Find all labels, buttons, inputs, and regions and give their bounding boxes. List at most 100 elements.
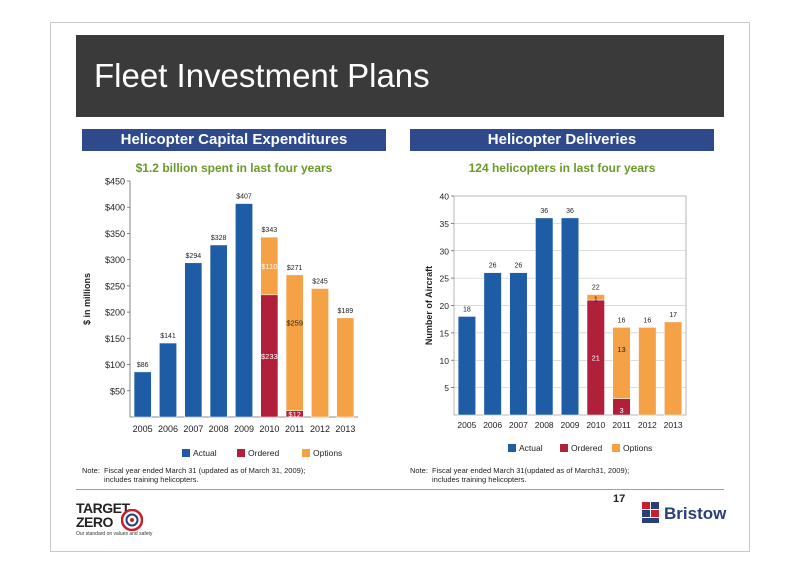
capex-bar-actual-2005 <box>133 371 152 418</box>
deliveries-y-tick-label: 10 <box>440 356 450 366</box>
target-icon <box>121 509 143 531</box>
capex-total-label-2011: $271 <box>287 265 303 272</box>
capex-note-line1: Fiscal year ended March 31 (updated as o… <box>104 466 306 475</box>
capex-bar-actual-2008 <box>209 244 228 418</box>
capex-x-tick-label-2013: 2013 <box>335 424 355 434</box>
deliveries-panel-header: Helicopter Deliveries <box>410 129 714 151</box>
deliveries-y-tick-label: 5 <box>444 383 449 393</box>
capex-bar-options-2012 <box>311 288 329 418</box>
target-zero-tagline: Our standard on values and safety <box>76 531 153 537</box>
deliveries-segment-label: 13 <box>617 345 625 354</box>
target-zero-line1: TARGET <box>76 500 130 516</box>
capex-segment-label: $12 <box>288 410 301 419</box>
footer-divider <box>76 489 724 490</box>
deliveries-bar-actual-2009 <box>560 217 580 416</box>
capex-legend-swatch-options <box>302 449 310 457</box>
capex-x-tick-label-2009: 2009 <box>234 424 254 434</box>
deliveries-legend-label-options: Options <box>623 443 652 453</box>
deliveries-segment-label: 1 <box>594 294 598 303</box>
capex-y-tick-label: $150 <box>105 334 125 344</box>
deliveries-y-tick-label: 20 <box>440 301 450 311</box>
deliveries-total-label-2013: 17 <box>669 312 677 319</box>
capex-panel-header: Helicopter Capital Expenditures <box>82 129 386 151</box>
deliveries-total-label-2006: 26 <box>489 263 497 270</box>
capex-legend-swatch-actual <box>182 449 190 457</box>
capex-subtitle: $1.2 billion spent in last four years <box>135 161 333 175</box>
deliveries-x-tick-label-2011: 2011 <box>612 420 631 430</box>
title-bar: Fleet Investment Plans <box>76 35 724 117</box>
target-zero-logo: TARGET ZERO Our standard on values and s… <box>76 500 176 540</box>
deliveries-segment-label: 21 <box>592 354 600 363</box>
deliveries-chart: 5 10 15 20 25 30 35 40 Number of Aircraft 18 2005 2… <box>424 192 687 453</box>
capex-total-label-2013: $189 <box>338 308 354 315</box>
target-zero-line2: ZERO <box>76 514 113 530</box>
capex-bar-actual-2009 <box>235 203 253 418</box>
capex-chart: $50 $100 $150 $200 $250 $300 $350 $400 $450 $ in … <box>82 177 358 458</box>
deliveries-total-label-2011: 16 <box>618 317 626 324</box>
capex-y-tick-label: $250 <box>105 281 125 291</box>
deliveries-x-tick-label-2008: 2008 <box>535 420 554 430</box>
page-title: Fleet Investment Plans <box>94 57 430 94</box>
capex-x-tick-label-2006: 2006 <box>158 424 178 434</box>
capex-total-label-2007: $294 <box>186 253 202 260</box>
deliveries-y-tick-label: 40 <box>440 192 450 202</box>
bristow-logo-text: Bristow <box>664 504 727 523</box>
deliveries-x-tick-label-2009: 2009 <box>561 420 580 430</box>
deliveries-note: Note: Fiscal year ended March 31(updated… <box>410 466 720 486</box>
deliveries-bar-actual-2005 <box>457 316 476 416</box>
bristow-flag-icon <box>642 502 659 523</box>
deliveries-total-label-2007: 26 <box>515 263 523 270</box>
capex-x-tick-label-2010: 2010 <box>259 424 279 434</box>
deliveries-note-line1: Fiscal year ended March 31(updated as of… <box>432 466 630 475</box>
capex-bar-actual-2006 <box>159 342 177 418</box>
deliveries-total-label-2009: 36 <box>566 208 574 215</box>
deliveries-total-label-2012: 16 <box>643 317 651 324</box>
capex-y-tick-label: $300 <box>105 255 125 265</box>
deliveries-bar-actual-2007 <box>509 272 528 416</box>
deliveries-bar-actual-2006 <box>483 272 502 416</box>
capex-y-tick-label: $100 <box>105 360 125 370</box>
deliveries-note-line2: includes training helicopters. <box>432 475 527 484</box>
capex-total-label-2009: $407 <box>236 194 252 201</box>
deliveries-bar-options-2011 <box>612 327 631 399</box>
deliveries-x-tick-label-2007: 2007 <box>509 420 528 430</box>
deliveries-legend-label-ordered: Ordered <box>571 443 602 453</box>
capex-segment-label: $110 <box>261 262 277 271</box>
capex-total-label-2005: $86 <box>137 362 149 369</box>
deliveries-x-tick-label-2010: 2010 <box>586 420 605 430</box>
capex-y-tick-label: $450 <box>105 177 125 187</box>
capex-y-tick-label: $350 <box>105 229 125 239</box>
capex-y-tick-label: $400 <box>105 203 125 213</box>
capex-bar-actual-2007 <box>184 262 203 418</box>
capex-note-line2: includes training helicopters. <box>104 475 199 484</box>
deliveries-legend-swatch-actual <box>508 444 516 452</box>
deliveries-y-tick-label: 30 <box>440 246 450 256</box>
deliveries-bar-options-2012 <box>638 327 657 416</box>
capex-legend-label-actual: Actual <box>193 448 217 458</box>
deliveries-x-tick-label-2013: 2013 <box>664 420 683 430</box>
deliveries-x-tick-label-2005: 2005 <box>457 420 476 430</box>
deliveries-y-axis-label: Number of Aircraft <box>424 266 434 345</box>
capex-x-tick-label-2008: 2008 <box>209 424 229 434</box>
deliveries-total-label-2010: 22 <box>592 285 600 292</box>
capex-legend-label-ordered: Ordered <box>248 448 279 458</box>
deliveries-note-label: Note: <box>410 466 428 475</box>
deliveries-total-label-2008: 36 <box>540 208 548 215</box>
deliveries-total-label-2005: 18 <box>463 306 471 313</box>
capex-total-label-2006: $141 <box>160 333 176 340</box>
deliveries-bar-options-2013 <box>664 321 683 416</box>
capex-total-label-2012: $245 <box>312 279 328 286</box>
deliveries-legend-swatch-options <box>612 444 620 452</box>
capex-bar-options-2013 <box>336 317 355 418</box>
capex-total-label-2010: $343 <box>262 227 278 234</box>
page-number: 17 <box>613 493 626 505</box>
capex-note-label: Note: <box>82 466 100 475</box>
capex-y-tick-label: $50 <box>110 386 125 396</box>
deliveries-bar-actual-2008 <box>535 217 554 416</box>
capex-legend-swatch-ordered <box>237 449 245 457</box>
capex-legend-label-options: Options <box>313 448 342 458</box>
capex-y-tick-label: $200 <box>105 308 125 318</box>
deliveries-y-tick-label: 35 <box>440 219 450 229</box>
capex-x-tick-label-2005: 2005 <box>133 424 153 434</box>
deliveries-bar-options-2010 <box>586 294 605 301</box>
